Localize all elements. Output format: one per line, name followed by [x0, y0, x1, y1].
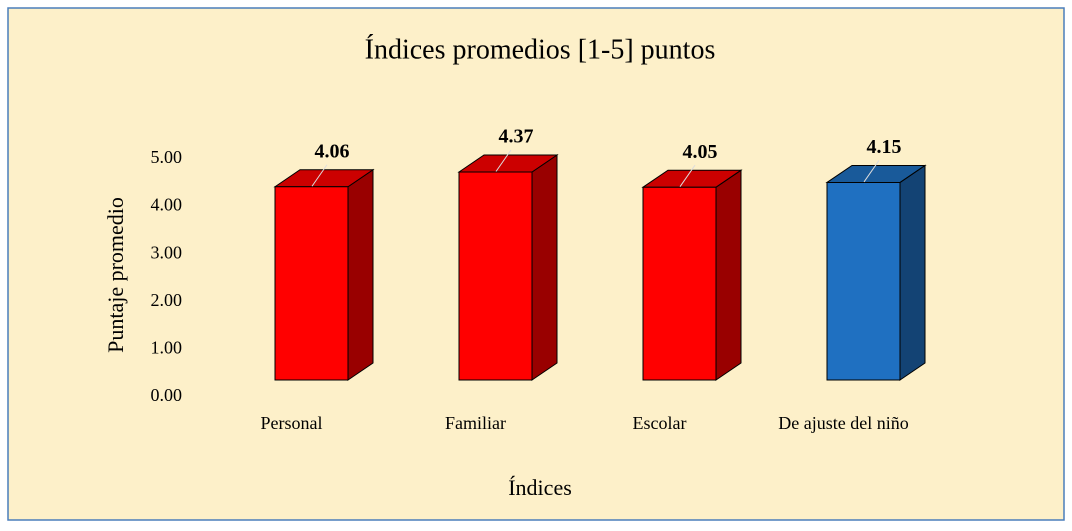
leader-line [311, 164, 328, 187]
bar-front [458, 171, 533, 381]
chart-title: Índices promedios [1-5] puntos [365, 34, 716, 65]
y-tick-label: 0.00 [151, 385, 183, 405]
bar-front [274, 186, 349, 381]
y-tick-label: 5.00 [151, 147, 183, 167]
x-tick-label: De ajuste del niño [778, 413, 909, 433]
y-tick-label: 4.00 [151, 195, 183, 215]
x-tick-label: Escolar [632, 413, 687, 433]
value-label: 4.37 [499, 126, 534, 148]
leader-line [495, 149, 512, 172]
value-label: 4.15 [867, 136, 902, 158]
bar-front [642, 186, 717, 381]
value-label: 4.06 [315, 140, 350, 162]
y-tick-label: 2.00 [151, 290, 183, 310]
bar [457, 154, 559, 381]
leader-line [863, 160, 880, 183]
x-tick-label: Familiar [445, 413, 506, 433]
bar-front [826, 181, 901, 381]
bar [641, 169, 743, 381]
bar-side [531, 154, 558, 381]
bar-side [899, 164, 926, 381]
bar-side [347, 168, 374, 381]
x-axis-title: Índices [508, 475, 572, 500]
bar [273, 168, 375, 381]
bar-side [715, 169, 742, 381]
y-tick-label: 3.00 [151, 242, 183, 262]
y-axis-title: Puntaje promedio [103, 197, 128, 353]
bar [825, 164, 927, 381]
leader-line [679, 164, 696, 188]
x-tick-label: Personal [260, 413, 323, 433]
value-label: 4.05 [683, 141, 718, 163]
y-tick-label: 1.00 [151, 338, 183, 358]
